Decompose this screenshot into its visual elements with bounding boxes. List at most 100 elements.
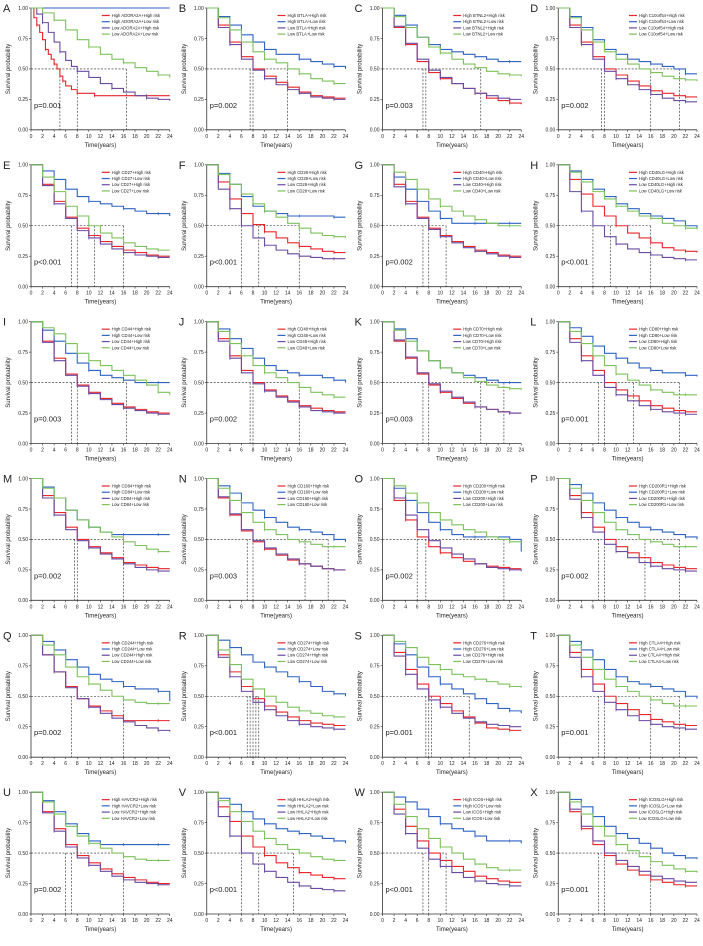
- x-tick-label: 8: [427, 291, 430, 297]
- x-tick-label: 2: [217, 604, 220, 610]
- panel-letter: E: [3, 160, 10, 172]
- legend-label: High CD27+High risk: [112, 170, 152, 175]
- x-tick-label: 8: [603, 291, 606, 297]
- x-tick-label: 18: [308, 134, 314, 140]
- y-tick-label: 0.50: [18, 537, 28, 543]
- y-tick-label: 0.50: [194, 380, 204, 386]
- x-tick-label: 18: [132, 448, 138, 454]
- y-tick-label: 1.00: [194, 790, 204, 796]
- x-tick-label: 20: [495, 291, 501, 297]
- y-tick-label: 0.50: [370, 537, 380, 543]
- y-tick-label: 0.00: [546, 912, 556, 918]
- x-tick-label: 12: [98, 291, 104, 297]
- x-tick-label: 16: [121, 761, 127, 767]
- panel-letter: N: [179, 474, 187, 486]
- x-tick-label: 0: [557, 918, 560, 924]
- x-axis-title: Time(years): [84, 613, 116, 619]
- x-tick-label: 4: [404, 291, 407, 297]
- x-tick-label: 24: [518, 291, 524, 297]
- panel-letter: H: [530, 160, 538, 172]
- panel-letter: U: [3, 787, 11, 799]
- km-curve-series-4: [31, 634, 170, 705]
- x-tick-label: 0: [205, 761, 208, 767]
- x-tick-label: 20: [671, 291, 677, 297]
- x-axis-title: Time(years): [612, 770, 644, 776]
- panel-letter: K: [355, 317, 363, 329]
- legend-label: Low CD276+High risk: [463, 653, 505, 658]
- x-tick-label: 12: [449, 761, 455, 767]
- km-panel-Q: Q0.000.250.500.751.000 2 4 6 8 10 12 14 16 18 20 22…: [3, 630, 173, 776]
- x-tick-label: 24: [167, 604, 173, 610]
- x-tick-label: 14: [109, 134, 115, 140]
- y-axis-title: Survival probability: [533, 828, 539, 878]
- y-tick-label: 0.50: [546, 537, 556, 543]
- x-tick-label: 8: [427, 918, 430, 924]
- p-value-label: p=0.001: [386, 728, 413, 737]
- x-tick-label: 18: [660, 291, 666, 297]
- x-tick-label: 10: [86, 761, 92, 767]
- legend-label: Low CD244+High risk: [112, 653, 154, 658]
- y-tick-label: 1.00: [370, 319, 380, 325]
- x-tick-label: 24: [343, 761, 349, 767]
- km-panel-B: B0.000.250.500.751.000 2 4 6 8 10 12 14 16 18 20 22…: [179, 3, 349, 149]
- x-tick-label: 14: [285, 291, 291, 297]
- km-curve-series-3: [206, 321, 346, 414]
- km-panel-L: L0.000.250.500.751.000 2 4 6 8 10 12 14 16 18 20 22…: [530, 317, 700, 463]
- p-value-label: p=0.002: [561, 571, 588, 580]
- legend-label: Low CD274+Low risk: [288, 659, 329, 664]
- y-tick-label: 0.50: [546, 851, 556, 857]
- y-tick-label: 1.00: [18, 633, 28, 639]
- km-curve-series-1: [382, 477, 522, 570]
- legend-label: Low ICOSLG+High risk: [639, 810, 683, 815]
- legend-label: High CD274+High risk: [288, 640, 330, 645]
- y-tick-label: 1.00: [18, 790, 28, 796]
- y-tick-label: 0.25: [194, 881, 204, 887]
- x-tick-label: 16: [648, 448, 654, 454]
- x-tick-label: 6: [592, 761, 595, 767]
- x-tick-label: 12: [98, 918, 104, 924]
- y-tick-label: 0.25: [194, 411, 204, 417]
- x-tick-label: 10: [438, 291, 444, 297]
- x-axis-title: Time(years): [436, 143, 468, 149]
- y-tick-label: 0.25: [370, 411, 380, 417]
- x-tick-label: 18: [660, 604, 666, 610]
- x-tick-label: 4: [404, 134, 407, 140]
- x-axis-title: Time(years): [84, 457, 116, 463]
- x-tick-label: 4: [580, 448, 583, 454]
- p-value-label: p=0.002: [210, 415, 237, 424]
- x-tick-label: 0: [381, 604, 384, 610]
- y-axis-title: Survival probability: [533, 357, 539, 407]
- legend-label: High CD80+Low risk: [639, 333, 678, 338]
- y-tick-label: 0.25: [546, 568, 556, 574]
- legend-label: Low CD28+High risk: [288, 182, 327, 187]
- y-tick-label: 1.00: [546, 6, 556, 12]
- x-tick-label: 0: [557, 134, 560, 140]
- x-tick-label: 20: [495, 918, 501, 924]
- legend-label: High CD84+High risk: [112, 484, 152, 489]
- x-tick-label: 0: [30, 448, 33, 454]
- x-tick-label: 6: [240, 448, 243, 454]
- x-tick-label: 4: [580, 761, 583, 767]
- y-axis-title: Survival probability: [182, 357, 188, 407]
- x-tick-label: 14: [285, 448, 291, 454]
- panel-letter: S: [355, 630, 362, 642]
- x-tick-label: 8: [603, 134, 606, 140]
- x-tick-label: 18: [660, 448, 666, 454]
- p-value-label: p=0.001: [561, 728, 588, 737]
- y-tick-label: 0.75: [194, 36, 204, 42]
- y-tick-label: 0.25: [18, 254, 28, 260]
- y-tick-label: 0.00: [194, 128, 204, 134]
- legend-label: High CD160+High risk: [288, 484, 330, 489]
- km-curve-series-4: [206, 791, 346, 861]
- y-tick-label: 0.25: [546, 411, 556, 417]
- y-tick-label: 0.25: [370, 881, 380, 887]
- p-value-label: p=0.002: [34, 885, 61, 894]
- x-tick-label: 24: [518, 448, 524, 454]
- km-curve-series-3: [31, 791, 170, 886]
- y-tick-label: 0.00: [370, 128, 380, 134]
- x-tick-label: 16: [296, 918, 302, 924]
- y-axis-title: Survival probability: [182, 44, 188, 94]
- x-tick-label: 0: [557, 291, 560, 297]
- x-tick-label: 6: [240, 604, 243, 610]
- x-tick-label: 24: [694, 291, 700, 297]
